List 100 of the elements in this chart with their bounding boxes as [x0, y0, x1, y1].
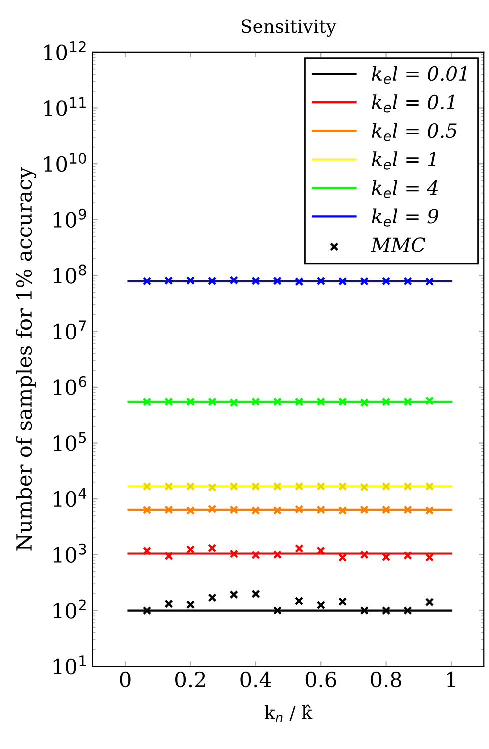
point	[404, 482, 412, 492]
point	[186, 276, 196, 286]
point	[142, 398, 152, 406]
legend-label: MMC	[371, 238, 426, 252]
point	[273, 606, 282, 616]
x-tick-label: 1	[447, 672, 456, 688]
y-tick-label: 10$^{12}$	[44, 41, 86, 60]
point	[186, 600, 196, 610]
point	[230, 550, 239, 558]
y-tick-label: 10$^{8}$	[54, 264, 86, 284]
point	[382, 506, 391, 514]
point	[360, 506, 369, 514]
chart-title: Sensitivity	[242, 20, 337, 37]
point	[382, 606, 391, 616]
point	[208, 483, 217, 492]
point	[252, 276, 260, 286]
legend-label: k$_{e}$l = 0.1	[372, 94, 454, 113]
point	[208, 276, 217, 286]
point	[295, 277, 304, 286]
point	[164, 506, 174, 514]
point	[208, 504, 217, 514]
point	[338, 398, 348, 406]
point	[382, 482, 391, 492]
point	[295, 596, 304, 606]
point	[142, 482, 152, 492]
y-tick-label: 10$^{11}$	[44, 97, 86, 116]
y-tick-label: 10$^{1}$	[54, 656, 86, 675]
point	[338, 277, 348, 286]
point	[142, 546, 152, 556]
point	[360, 398, 369, 408]
point	[208, 594, 217, 602]
point	[295, 398, 304, 406]
point	[425, 482, 434, 492]
point	[425, 598, 434, 607]
point	[338, 598, 348, 606]
x-tick-label: 0.8	[371, 672, 402, 688]
point	[382, 398, 391, 406]
y-tick-label: 10$^{10}$	[44, 153, 86, 172]
x-axis-title: k$_{n}$ / k̂	[264, 704, 313, 722]
point	[164, 398, 174, 406]
point	[273, 398, 282, 406]
point	[295, 544, 304, 554]
point	[316, 546, 326, 556]
point	[425, 506, 434, 516]
point	[425, 277, 434, 286]
point	[316, 398, 326, 406]
point	[425, 396, 434, 406]
point	[316, 482, 326, 492]
point	[360, 483, 369, 492]
y-tick-label: 10$^{2}$	[54, 600, 86, 619]
legend-label: k$_{e}$l = 9	[372, 208, 438, 227]
point	[360, 277, 369, 286]
y-tick-label: 10$^{3}$	[54, 544, 86, 563]
legend-label: k$_{e}$l = 1	[372, 152, 436, 170]
point	[142, 277, 152, 286]
point	[186, 506, 196, 516]
point	[404, 506, 412, 514]
point	[338, 482, 348, 492]
point	[230, 398, 239, 408]
point	[230, 590, 239, 600]
point	[252, 506, 260, 516]
point	[252, 590, 260, 599]
point	[316, 600, 326, 610]
point	[230, 482, 239, 492]
point	[142, 506, 152, 515]
point	[338, 506, 348, 516]
point	[164, 276, 174, 286]
point	[360, 550, 369, 560]
point	[164, 600, 174, 608]
x-tick-label: 0.2	[176, 672, 206, 688]
x-tick-label: 0.6	[306, 672, 336, 688]
point	[273, 550, 282, 560]
point	[252, 482, 260, 492]
legend-label: k$_{e}$l = 4	[372, 180, 438, 198]
point	[208, 398, 217, 406]
point	[382, 277, 391, 286]
point	[273, 276, 282, 286]
point	[404, 606, 412, 616]
point	[295, 482, 304, 492]
point	[230, 276, 239, 285]
point	[186, 482, 196, 492]
point	[273, 482, 282, 492]
y-tick-label: 10$^{9}$	[54, 208, 86, 228]
point	[208, 544, 217, 553]
point	[295, 505, 304, 514]
point	[404, 398, 412, 406]
point	[164, 482, 174, 492]
point	[186, 398, 196, 406]
point	[316, 276, 326, 286]
y-tick-label: 10$^{5}$	[54, 432, 86, 452]
point	[316, 506, 326, 514]
y-axis-title: Number of samples for 1% accuracy	[16, 167, 36, 551]
y-tick-label: 10$^{7}$	[54, 320, 86, 340]
point	[164, 552, 174, 561]
y-tick-label: 10$^{4}$	[54, 488, 87, 508]
x-tick-label: 0.4	[240, 672, 272, 688]
point	[142, 606, 152, 616]
point	[273, 506, 282, 516]
point	[230, 506, 239, 514]
x-tick-label: 0	[120, 672, 131, 688]
